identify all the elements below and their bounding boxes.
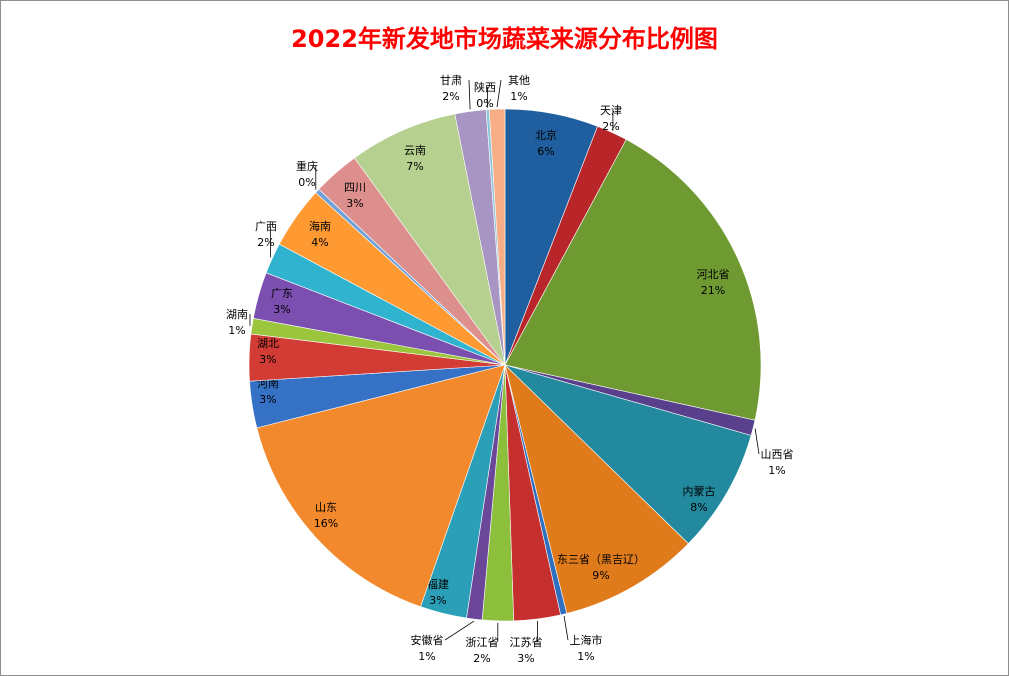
slice-percent-2: 21%	[701, 284, 725, 297]
slice-label-2: 河北省	[697, 268, 730, 281]
slice-percent-20: 7%	[406, 160, 423, 173]
slice-percent-19: 3%	[346, 197, 363, 210]
slice-percent-3: 1%	[768, 464, 785, 477]
slice-percent-18: 0%	[298, 176, 315, 189]
leader-line-23	[496, 79, 502, 108]
slice-percent-14: 1%	[228, 324, 245, 337]
slice-label-11: 山东	[315, 501, 337, 514]
slice-label-4: 内蒙古	[683, 484, 716, 498]
slice-percent-0: 6%	[537, 145, 554, 158]
leader-line-21	[468, 79, 471, 110]
slice-percent-10: 3%	[429, 594, 446, 607]
slice-percent-7: 3%	[517, 652, 534, 665]
slice-label-23: 其他	[508, 74, 530, 87]
slice-percent-8: 2%	[473, 652, 490, 665]
chart-title: 2022年新发地市场蔬菜来源分布比例图	[291, 25, 718, 53]
slice-label-7: 江苏省	[510, 636, 543, 649]
slice-percent-4: 8%	[690, 501, 707, 514]
slice-percent-6: 1%	[577, 650, 594, 663]
slice-label-10: 福建	[427, 577, 449, 591]
slice-label-6: 上海市	[570, 633, 603, 647]
slice-label-1: 天津	[600, 104, 622, 117]
slice-percent-22: 0%	[476, 97, 493, 110]
slice-percent-17: 4%	[311, 236, 328, 249]
leader-line-6	[563, 616, 569, 641]
slice-label-20: 云南	[404, 144, 426, 157]
pie-slice-11	[256, 364, 506, 608]
slice-label-18: 重庆	[296, 159, 318, 173]
slice-label-3: 山西省	[761, 448, 794, 461]
pie-slice-23	[488, 108, 506, 366]
slice-label-17: 海南	[309, 219, 331, 233]
slice-percent-1: 2%	[602, 120, 619, 133]
slice-label-22: 陕西	[474, 80, 496, 94]
slice-label-0: 北京	[535, 128, 557, 142]
slice-percent-15: 3%	[273, 303, 290, 316]
slice-label-5: 东三省（黑吉辽）	[557, 553, 645, 566]
slice-label-8: 浙江省	[466, 636, 499, 649]
slice-label-15: 广东	[271, 287, 293, 300]
slice-percent-21: 2%	[442, 90, 459, 103]
slice-percent-9: 1%	[418, 650, 435, 663]
slice-percent-12: 3%	[259, 393, 276, 406]
slice-percent-23: 1%	[510, 90, 527, 103]
slice-label-9: 安徽省	[411, 633, 444, 647]
slice-label-13: 湖北	[257, 337, 279, 350]
slice-percent-13: 3%	[259, 353, 276, 366]
slice-percent-11: 16%	[314, 517, 338, 530]
slice-label-19: 四川	[344, 181, 366, 194]
pie-slice-5	[504, 364, 689, 614]
pie-slice-4	[504, 364, 752, 545]
slice-percent-5: 9%	[592, 569, 609, 582]
slice-label-14: 湖南	[226, 308, 248, 321]
leader-line-9	[444, 620, 475, 641]
slice-percent-16: 2%	[257, 236, 274, 249]
slice-label-16: 广西	[255, 220, 277, 233]
pie-slice-2	[504, 139, 762, 421]
slice-label-21: 甘肃	[440, 74, 462, 87]
leader-line-3	[754, 428, 760, 455]
